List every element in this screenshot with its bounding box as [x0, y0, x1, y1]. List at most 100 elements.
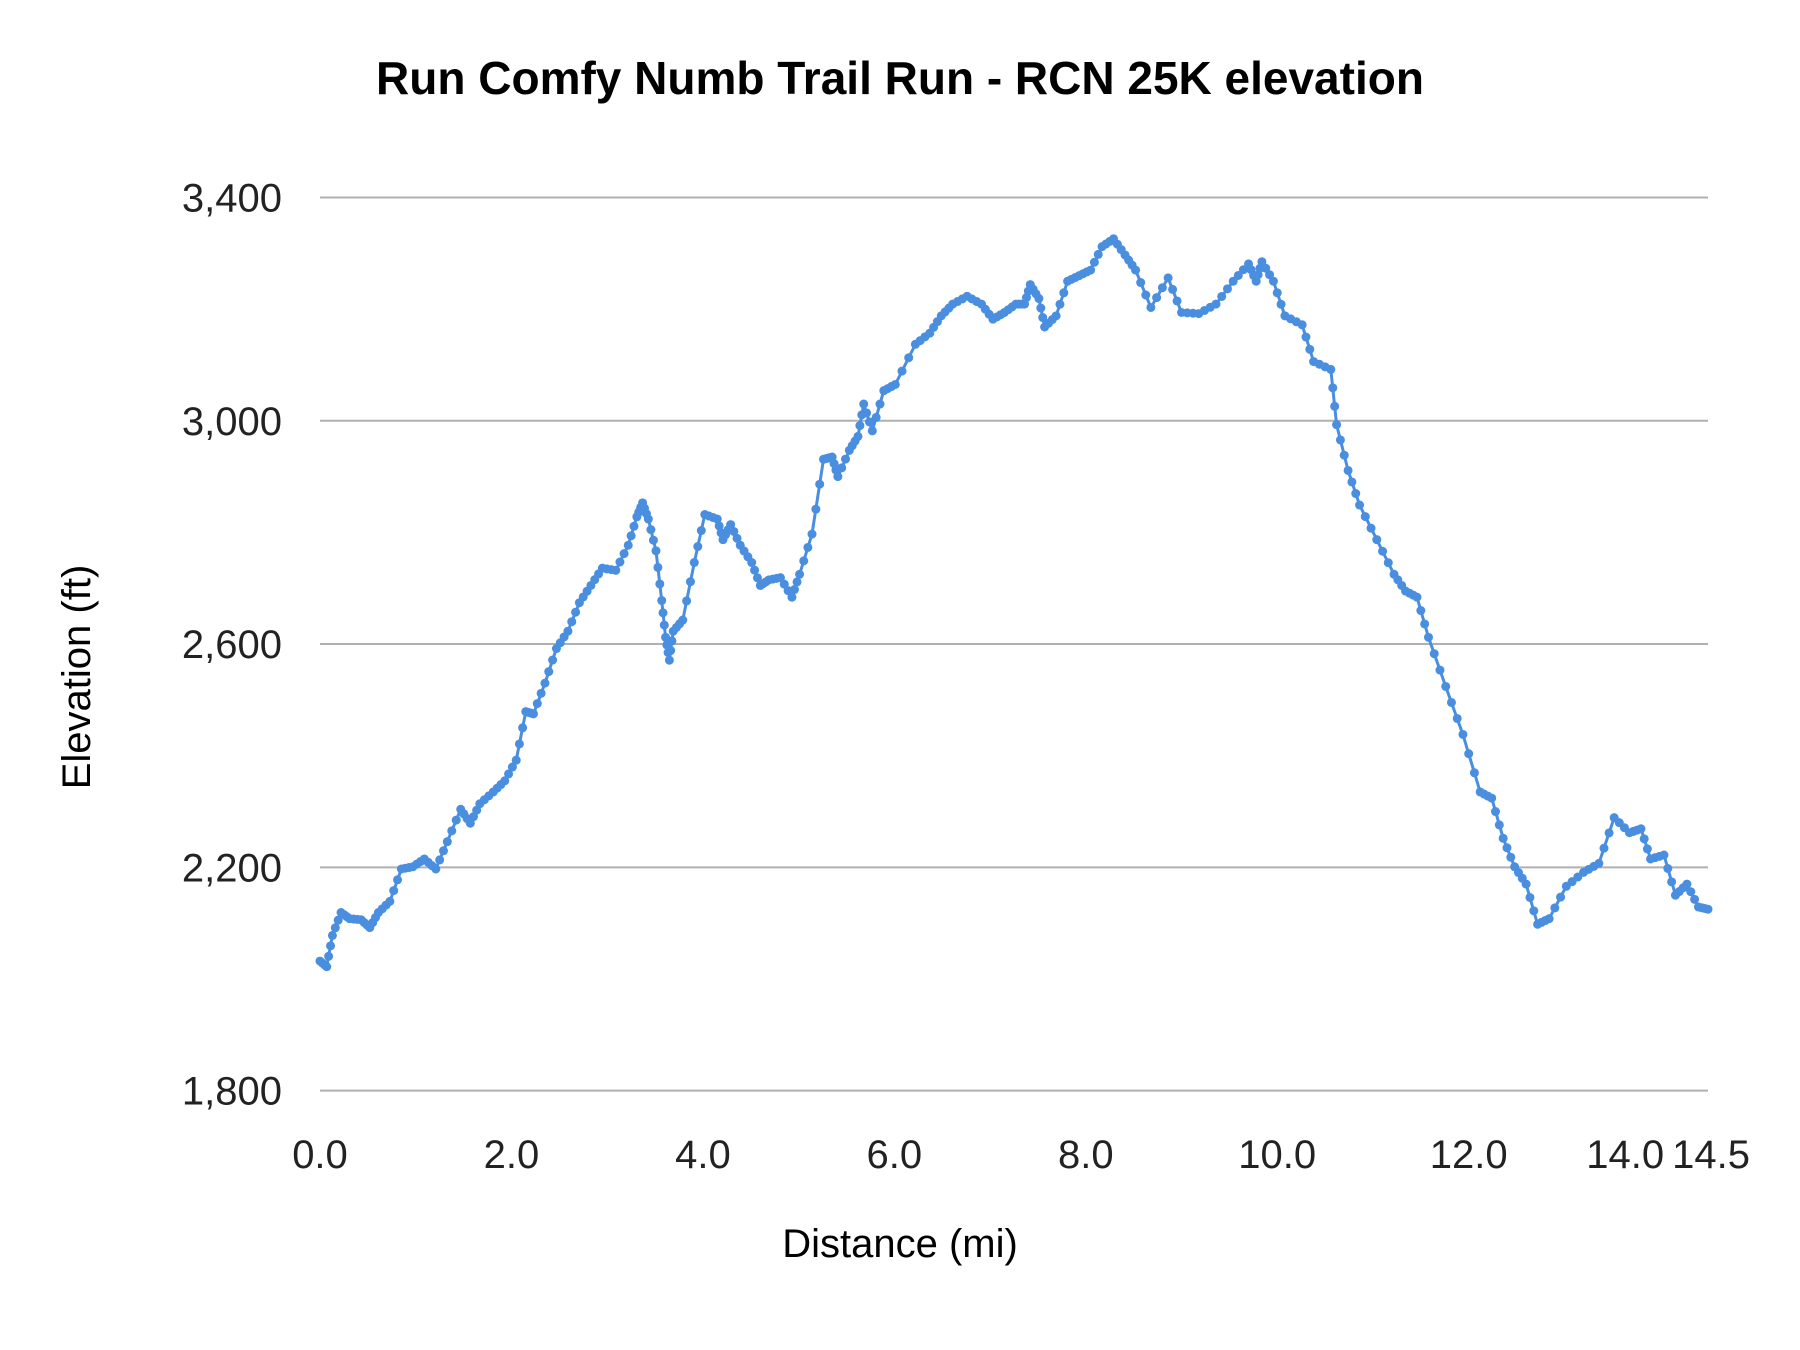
data-point [322, 962, 332, 972]
data-point [518, 723, 528, 733]
data-point [862, 408, 872, 418]
data-point [626, 531, 636, 541]
data-point [807, 529, 817, 539]
x-tick-label: 14.5 [1672, 1133, 1750, 1177]
gridlines [320, 196, 1708, 1092]
data-point [864, 417, 874, 427]
data-point [651, 546, 661, 556]
data-point [1036, 303, 1046, 313]
data-point [1351, 489, 1361, 499]
data-point [1525, 892, 1535, 902]
data-point [871, 412, 881, 422]
data-point [1452, 713, 1462, 723]
data-point [729, 526, 739, 536]
data-point [1494, 820, 1504, 830]
data-point [1228, 276, 1238, 286]
data-point [1686, 887, 1696, 897]
data-point [1265, 270, 1275, 280]
data-point [1257, 257, 1267, 267]
data-point [1441, 681, 1451, 691]
data-point [567, 617, 577, 627]
data-point [1131, 265, 1141, 275]
data-point [1636, 824, 1646, 834]
y-axis-ticks: 1,800 2,200 2,600 3,000 3,400 [182, 177, 282, 1114]
x-axis-label: Distance (mi) [782, 1222, 1018, 1266]
data-point [1372, 535, 1382, 545]
data-point [1639, 834, 1649, 844]
x-tick-label: 0.0 [292, 1133, 348, 1177]
data-point [1301, 332, 1311, 342]
data-point [664, 655, 674, 665]
data-point [655, 579, 665, 589]
data-point [1059, 288, 1069, 298]
data-point [853, 431, 863, 441]
data-point [327, 930, 337, 940]
data-point [1238, 265, 1248, 275]
data-point [385, 896, 395, 906]
data-point [657, 596, 667, 606]
data-point [693, 542, 703, 552]
data-point [714, 521, 724, 531]
data-point [1335, 435, 1345, 445]
data-point [682, 596, 692, 606]
data-point [548, 655, 558, 665]
data-point [1034, 294, 1044, 304]
data-point [1055, 299, 1065, 309]
data-point [1093, 249, 1103, 259]
data-point [779, 579, 789, 589]
data-point [643, 514, 653, 524]
data-point [1502, 843, 1512, 853]
data-point [792, 577, 802, 587]
data-point [1435, 665, 1445, 675]
data-point [1261, 263, 1271, 273]
data-point [1157, 283, 1167, 293]
data-point [1420, 619, 1430, 629]
data-point [1487, 793, 1497, 803]
data-point [1464, 749, 1474, 759]
data-point [324, 951, 334, 961]
data-point [1211, 299, 1221, 309]
series-line [319, 237, 1709, 969]
data-point [1136, 278, 1146, 288]
y-axis-label: Elevation (ft) [55, 565, 99, 790]
data-point [1172, 296, 1182, 306]
data-point [435, 855, 445, 865]
data-point [653, 562, 663, 572]
data-point [326, 941, 336, 951]
data-point [1233, 270, 1243, 280]
y-tick-label: 2,200 [182, 846, 282, 890]
data-point [1272, 288, 1282, 298]
data-point [1446, 697, 1456, 707]
data-point [1051, 311, 1061, 321]
data-point [659, 620, 669, 630]
data-point [1163, 273, 1173, 283]
data-point [1412, 592, 1422, 602]
data-point [1332, 420, 1342, 430]
data-point [833, 472, 843, 482]
data-point [507, 762, 517, 772]
chart-title: Run Comfy Numb Trail Run - RCN 25K eleva… [376, 52, 1424, 104]
data-point [667, 636, 677, 646]
data-point [1268, 276, 1278, 286]
x-axis-ticks: 0.0 2.0 4.0 6.0 8.0 10.0 12.0 14.0 14.5 [292, 1133, 1750, 1177]
data-point [451, 815, 461, 825]
data-point [1416, 606, 1426, 616]
data-point [1326, 364, 1336, 374]
data-point [1521, 879, 1531, 889]
x-tick-label: 2.0 [484, 1133, 540, 1177]
data-point [544, 667, 554, 677]
data-point [1366, 523, 1376, 533]
data-point [1168, 284, 1178, 294]
data-point [571, 607, 581, 617]
data-point [678, 615, 688, 625]
data-point [1343, 465, 1353, 475]
data-point [1490, 807, 1500, 817]
data-point [1347, 477, 1357, 487]
x-tick-label: 8.0 [1058, 1133, 1114, 1177]
data-point [1429, 649, 1439, 659]
data-point [1682, 879, 1692, 889]
data-point [1423, 632, 1433, 642]
data-point [623, 540, 633, 550]
data-point [1544, 914, 1554, 924]
data-point [803, 542, 813, 552]
